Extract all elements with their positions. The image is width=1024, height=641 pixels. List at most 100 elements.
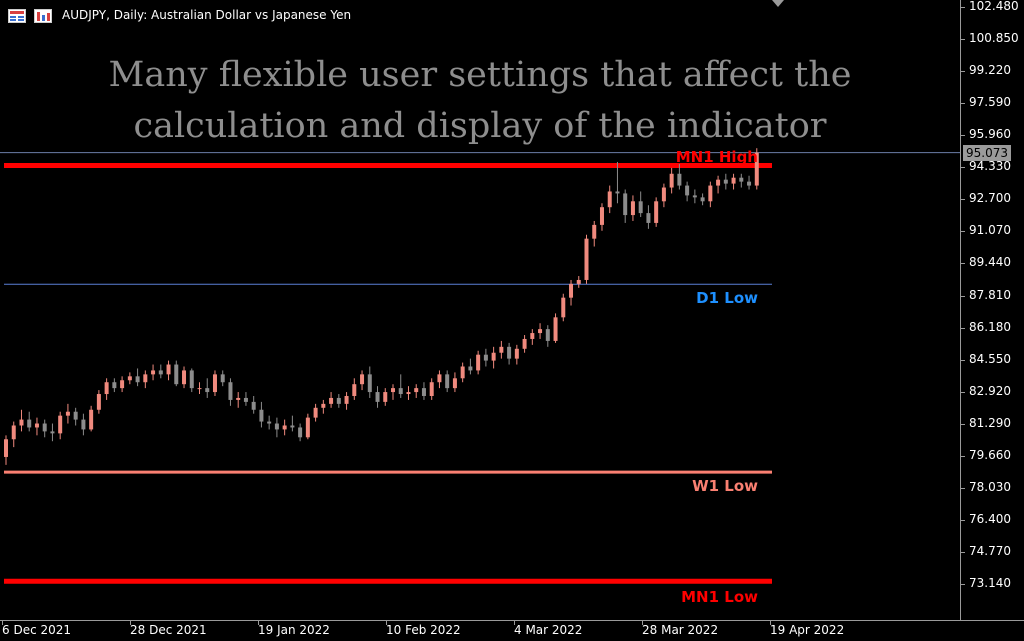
time-tick-label: 6 Dec 2021 (2, 623, 72, 637)
time-tick-label: 19 Jan 2022 (258, 623, 330, 637)
candle (197, 382, 202, 395)
candle (313, 403, 318, 422)
candle (414, 384, 419, 398)
candle (437, 370, 442, 389)
candle (259, 401, 264, 428)
candle (367, 366, 372, 398)
price-tick-mark (961, 103, 965, 105)
level-label-mn1-high: MN1 High (675, 148, 758, 166)
price-tick-mark (961, 263, 965, 265)
candle (120, 376, 125, 393)
promo-headline: Many flexible user settings that affect … (0, 50, 960, 152)
bar-chart-icon[interactable] (34, 8, 52, 23)
price-tick-label: 92.700 (969, 191, 1011, 206)
time-tick-label: 28 Mar 2022 (642, 623, 719, 637)
candle (298, 423, 303, 442)
candle (514, 344, 519, 365)
time-tick-label: 4 Mar 2022 (514, 623, 583, 637)
candle (499, 340, 504, 359)
candle (212, 370, 217, 396)
time-tick-mark (770, 621, 771, 625)
price-tick-mark (961, 519, 965, 521)
candle (112, 378, 117, 393)
candle (290, 415, 295, 432)
candle (708, 181, 713, 208)
price-tick-mark (961, 7, 965, 8)
candle (460, 362, 465, 383)
price-tick-mark (961, 327, 965, 329)
price-tick-label: 82.920 (969, 383, 1011, 398)
candle (282, 419, 287, 436)
price-tick-mark (961, 359, 965, 361)
chart-window-title: AUDJPY, Daily: Australian Dollar vs Japa… (62, 8, 352, 22)
price-tick-label: 84.550 (969, 351, 1011, 366)
candlestick-chart[interactable] (0, 0, 960, 620)
candle (243, 392, 248, 406)
candle (151, 364, 156, 381)
headline-line-1: Many flexible user settings that affect … (108, 55, 852, 95)
candle (739, 173, 744, 188)
price-tick-label: 95.960 (969, 127, 1011, 142)
candle (174, 360, 179, 387)
candle (391, 384, 395, 400)
candle (522, 335, 527, 353)
level-label-mn1-low: MN1 Low (681, 588, 758, 606)
price-tick-mark (961, 135, 965, 137)
candle (638, 191, 643, 218)
candle (754, 148, 759, 190)
candle (58, 411, 63, 440)
chart-shift-arrow-icon[interactable] (772, 0, 784, 7)
price-tick-label: 102.480 (969, 0, 1019, 13)
price-tick-label: 91.070 (969, 223, 1011, 238)
price-tick-mark (961, 391, 965, 393)
candle (220, 370, 225, 387)
candle (561, 293, 566, 322)
candle (236, 392, 241, 408)
candle (19, 409, 24, 432)
price-axis[interactable]: 102.480 100.850 99.220 97.590 95.960 94.330 92… (960, 0, 1024, 620)
chart-plot-area[interactable]: AUDJPY, Daily: Australian Dollar vs Japa… (0, 0, 960, 620)
time-axis[interactable]: 6 Dec 2021 28 Dec 2021 19 Jan 2022 10 Feb 2… (0, 620, 1024, 641)
time-tick-mark (130, 621, 131, 625)
price-tick-label: 86.180 (969, 319, 1011, 334)
time-tick-mark (514, 621, 515, 625)
candle (669, 167, 674, 194)
candle (584, 234, 589, 284)
price-tick-label: 94.330 (969, 159, 1011, 174)
candle (42, 419, 47, 438)
price-tick-label: 87.810 (969, 287, 1011, 302)
candle (166, 360, 171, 381)
candle (445, 370, 450, 393)
candle (646, 205, 651, 229)
time-tick-mark (258, 621, 259, 625)
candle (96, 390, 101, 414)
candle (205, 378, 210, 398)
candle (615, 161, 620, 204)
candle (267, 415, 272, 430)
candle (228, 378, 233, 406)
time-tick-mark (2, 621, 3, 625)
candle (421, 382, 426, 400)
candle (716, 175, 721, 194)
candle (599, 203, 604, 231)
price-tick-mark (961, 584, 965, 585)
current-price-badge: 95.073 (963, 144, 1011, 161)
price-tick-mark (961, 199, 965, 201)
candle (592, 220, 597, 247)
price-tick-label: 89.440 (969, 255, 1011, 270)
candle (507, 342, 512, 365)
candle (483, 348, 488, 367)
chart-grid-icon[interactable] (8, 8, 26, 23)
price-tick-mark (961, 231, 965, 233)
candle (11, 421, 16, 448)
candle (677, 163, 682, 190)
candle (685, 181, 690, 202)
candle (476, 350, 481, 375)
price-tick-label: 81.290 (969, 415, 1011, 430)
candle (576, 276, 581, 288)
candle (34, 417, 39, 436)
price-tick-label: 73.140 (969, 576, 1011, 590)
time-tick-label: 10 Feb 2022 (386, 623, 461, 637)
candle (135, 368, 140, 387)
candle (274, 417, 279, 438)
